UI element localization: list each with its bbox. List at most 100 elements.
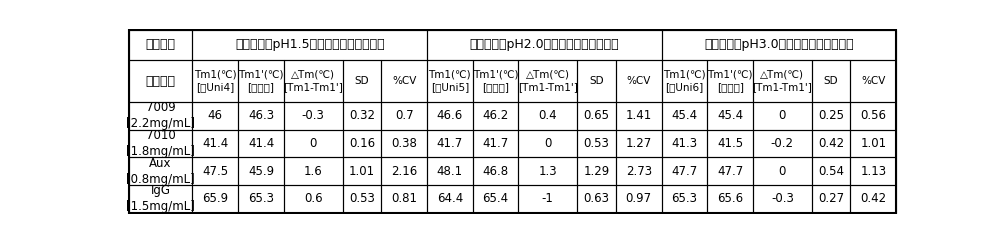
Bar — [284, 185, 343, 213]
Text: 0.54: 0.54 — [818, 165, 844, 178]
Text: 1.01: 1.01 — [860, 137, 886, 150]
Bar — [427, 30, 662, 60]
Text: 46.6: 46.6 — [437, 109, 463, 122]
Text: 64.4: 64.4 — [437, 192, 463, 205]
Text: △Tm(℃)
[Tm1-Tm1']: △Tm(℃) [Tm1-Tm1'] — [518, 70, 578, 92]
Text: 0.38: 0.38 — [391, 137, 417, 150]
Bar — [129, 60, 192, 102]
Bar — [129, 157, 192, 185]
Bar — [427, 130, 473, 157]
Text: 0: 0 — [544, 137, 551, 150]
Text: 0.53: 0.53 — [349, 192, 375, 205]
Bar — [850, 60, 896, 102]
Bar — [850, 130, 896, 157]
Bar — [707, 185, 753, 213]
Text: 1.29: 1.29 — [583, 165, 610, 178]
Bar — [343, 102, 381, 130]
Text: 再生次数: 再生次数 — [146, 38, 176, 51]
Bar — [343, 185, 381, 213]
Bar — [238, 130, 284, 157]
Bar — [238, 157, 284, 185]
Bar — [427, 60, 473, 102]
Bar — [616, 60, 662, 102]
Bar — [753, 60, 812, 102]
Bar — [577, 102, 616, 130]
Bar — [518, 185, 577, 213]
Bar — [238, 185, 284, 213]
Bar — [707, 60, 753, 102]
Bar — [577, 130, 616, 157]
Text: 2.73: 2.73 — [626, 165, 652, 178]
Text: 45.4: 45.4 — [717, 109, 743, 122]
Text: 样品名称: 样品名称 — [146, 74, 176, 88]
Bar — [343, 157, 381, 185]
Bar — [381, 185, 427, 213]
Bar — [812, 102, 850, 130]
Text: 7009
[2.2mg/mL]: 7009 [2.2mg/mL] — [126, 101, 195, 130]
Text: 0.56: 0.56 — [860, 109, 886, 122]
Bar — [473, 130, 518, 157]
Text: 0.6: 0.6 — [304, 192, 323, 205]
Text: 0.42: 0.42 — [860, 192, 886, 205]
Text: 1.6: 1.6 — [304, 165, 323, 178]
Text: -0.2: -0.2 — [771, 137, 794, 150]
Text: 0.25: 0.25 — [818, 109, 844, 122]
Bar — [707, 102, 753, 130]
Bar — [616, 102, 662, 130]
Text: SD: SD — [589, 76, 604, 86]
Bar — [284, 102, 343, 130]
Bar — [343, 130, 381, 157]
Bar — [518, 157, 577, 185]
Bar — [616, 157, 662, 185]
Bar — [662, 130, 707, 157]
Bar — [812, 60, 850, 102]
Bar — [427, 157, 473, 185]
Text: -1: -1 — [542, 192, 554, 205]
Bar — [473, 157, 518, 185]
Bar — [192, 185, 238, 213]
Bar — [662, 30, 896, 60]
Text: %CV: %CV — [861, 76, 885, 86]
Text: 47.5: 47.5 — [202, 165, 228, 178]
Bar — [381, 60, 427, 102]
Bar — [753, 130, 812, 157]
Text: Tm1(℃)
[新Uni6]: Tm1(℃) [新Uni6] — [663, 70, 706, 92]
Text: 65.4: 65.4 — [483, 192, 509, 205]
Bar — [812, 185, 850, 213]
Text: 65.9: 65.9 — [202, 192, 228, 205]
Text: Tm1'(℃)
[再生后]: Tm1'(℃) [再生后] — [707, 70, 753, 92]
Bar — [707, 157, 753, 185]
Text: 46: 46 — [208, 109, 223, 122]
Bar — [473, 60, 518, 102]
Text: 48.1: 48.1 — [437, 165, 463, 178]
Text: 46.3: 46.3 — [248, 109, 274, 122]
Text: 0: 0 — [779, 165, 786, 178]
Text: 41.7: 41.7 — [437, 137, 463, 150]
Bar — [284, 60, 343, 102]
Bar — [577, 157, 616, 185]
Bar — [284, 130, 343, 157]
Text: Tm1'(℃)
[再生后]: Tm1'(℃) [再生后] — [238, 70, 284, 92]
Bar — [284, 157, 343, 185]
Bar — [753, 102, 812, 130]
Text: -0.3: -0.3 — [771, 192, 794, 205]
Bar — [192, 157, 238, 185]
Text: 0.16: 0.16 — [349, 137, 375, 150]
Text: 0.32: 0.32 — [349, 109, 375, 122]
Text: △Tm(℃)
[Tm1-Tm1']: △Tm(℃) [Tm1-Tm1'] — [752, 70, 812, 92]
Text: 41.7: 41.7 — [482, 137, 509, 150]
Text: 2.16: 2.16 — [391, 165, 417, 178]
Text: %CV: %CV — [392, 76, 416, 86]
Bar — [192, 102, 238, 130]
Bar — [707, 130, 753, 157]
Bar — [381, 130, 427, 157]
Text: Aux
[0.8mg/mL]: Aux [0.8mg/mL] — [126, 156, 195, 186]
Text: 1.27: 1.27 — [626, 137, 652, 150]
Text: 0.42: 0.42 — [818, 137, 844, 150]
Bar — [577, 185, 616, 213]
Bar — [518, 130, 577, 157]
Text: 41.4: 41.4 — [202, 137, 228, 150]
Bar — [616, 130, 662, 157]
Bar — [518, 102, 577, 130]
Text: △Tm(℃)
[Tm1-Tm1']: △Tm(℃) [Tm1-Tm1'] — [283, 70, 343, 92]
